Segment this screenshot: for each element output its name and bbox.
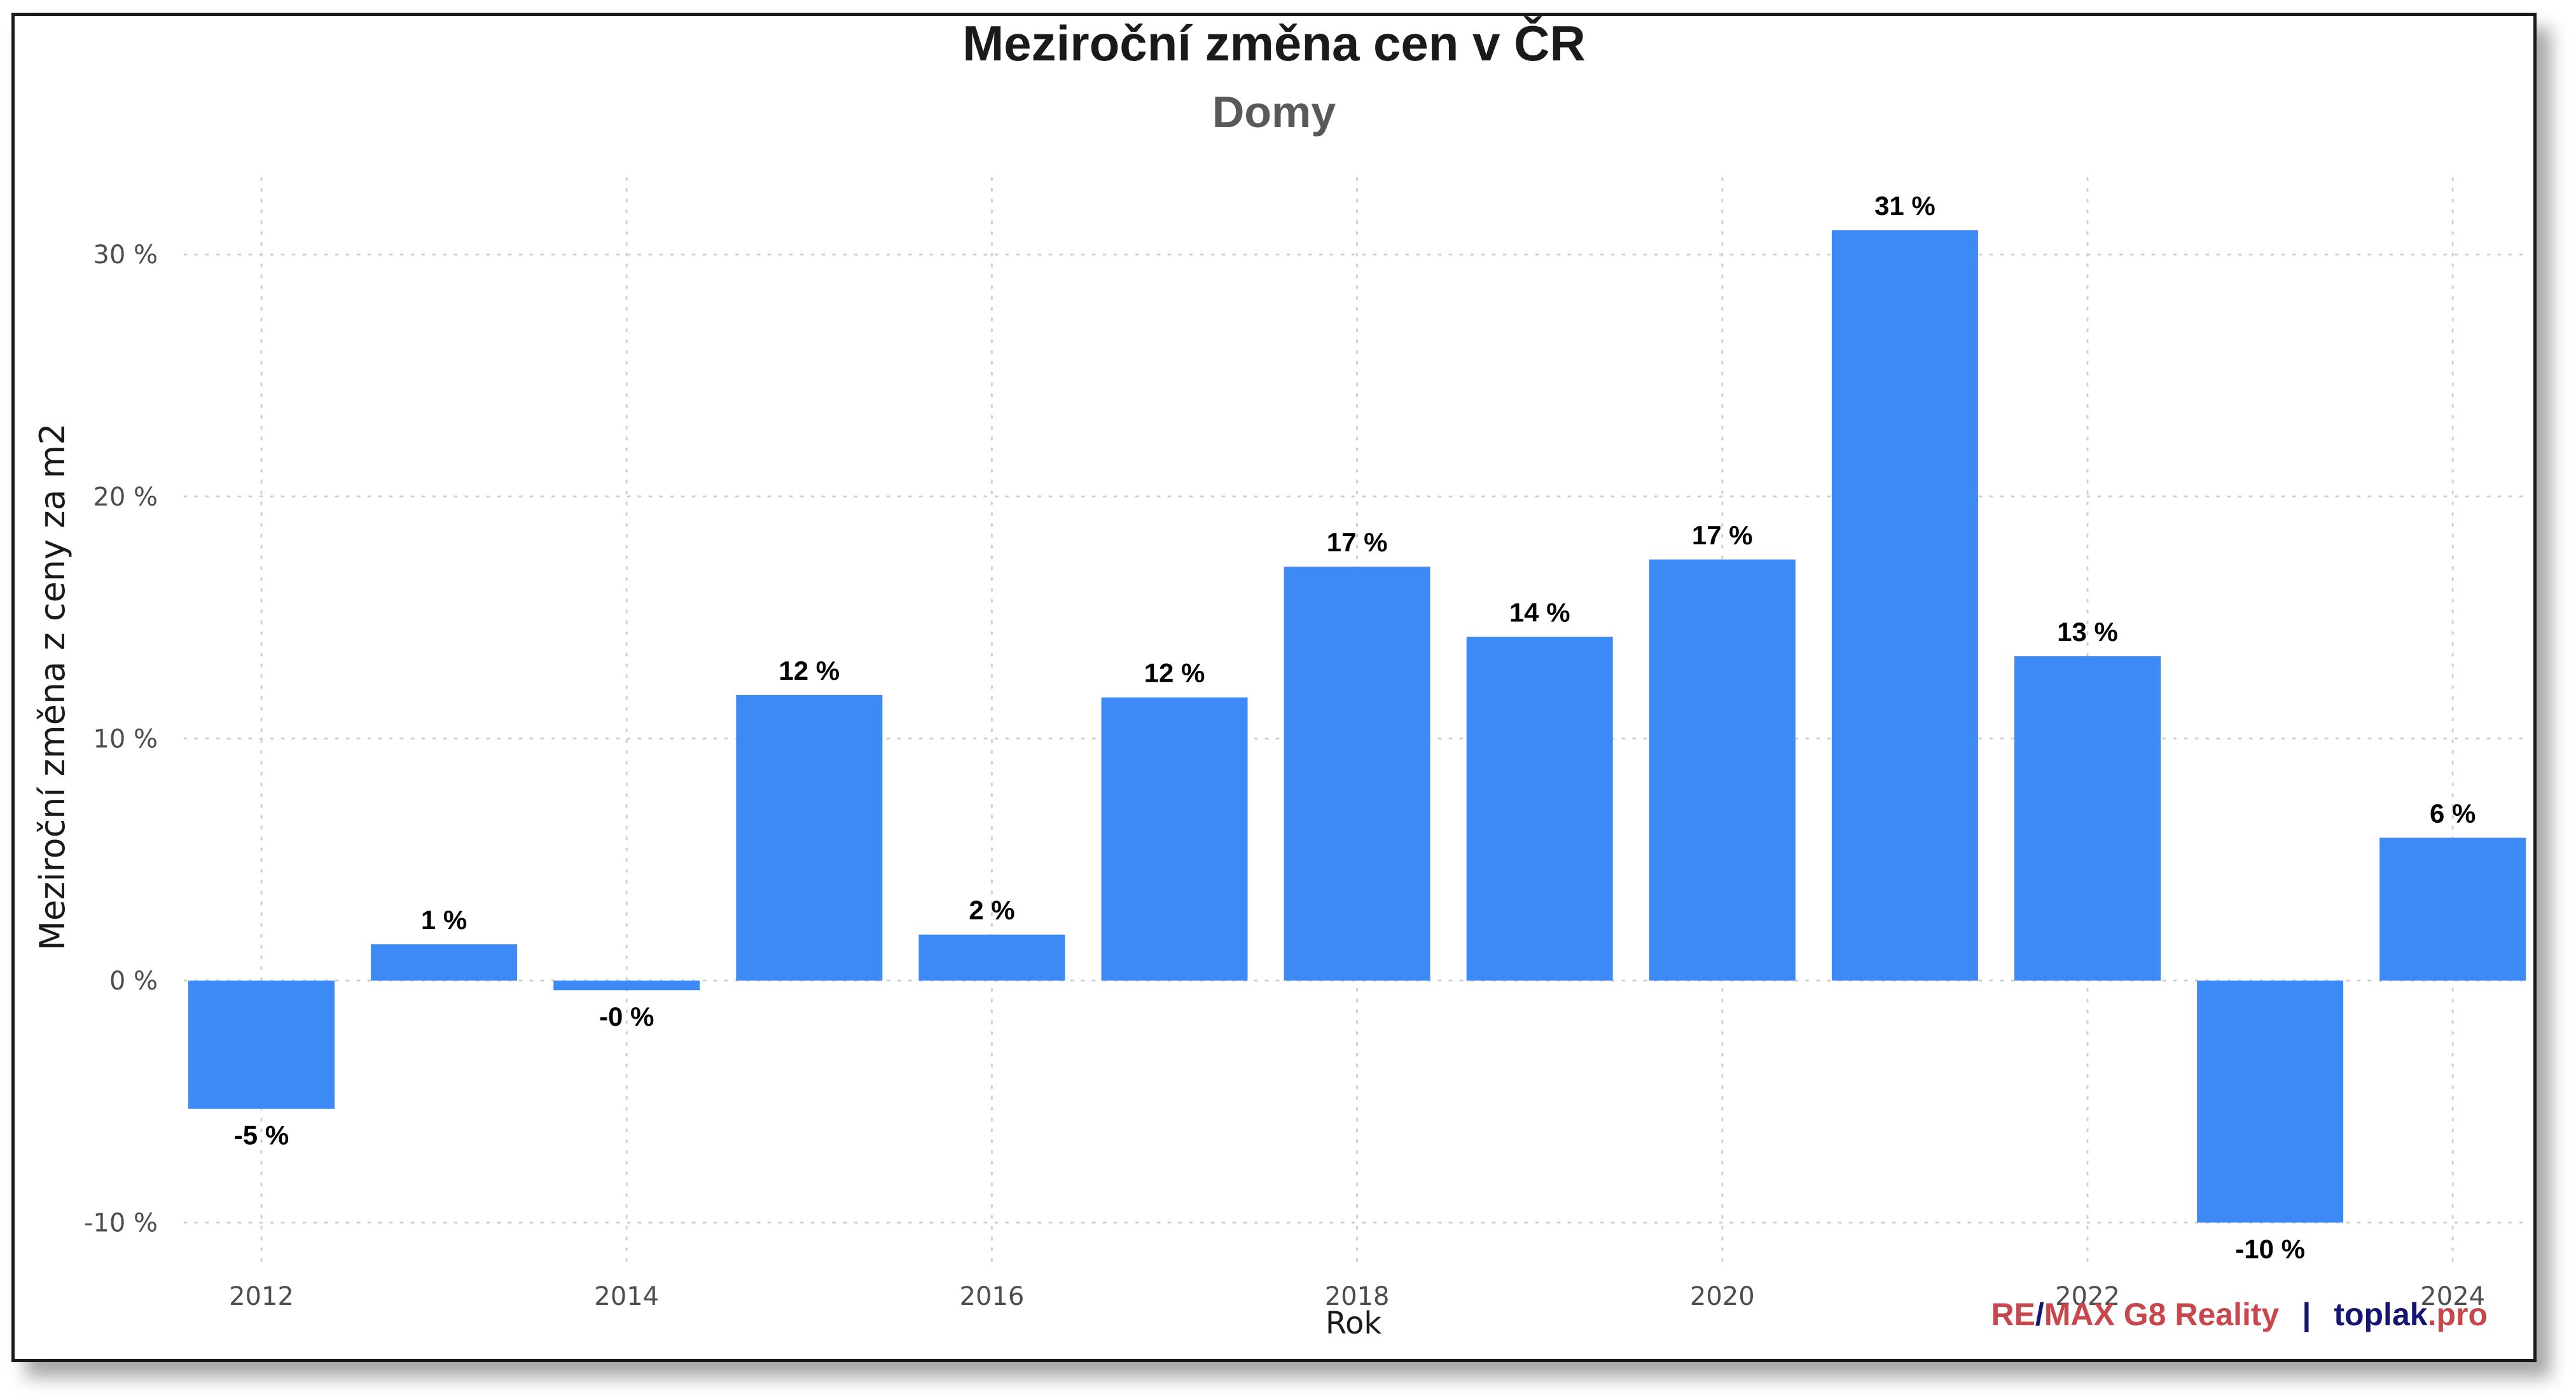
chart: -5 % 1 % -0 % 12 % 2 % 12 % 17 % 14 % 17 % 31 % 13…	[32, 16, 2528, 1341]
bar-2016	[918, 934, 1065, 981]
bar-2012	[188, 981, 335, 1109]
chart-subtitle: Domy	[1212, 87, 1336, 137]
bar-2013	[371, 944, 518, 981]
x-tick-label: 2012	[229, 1282, 294, 1311]
credit-re: RE	[1991, 1297, 2035, 1332]
bar-2023	[2197, 981, 2344, 1223]
chart-frame: -5 % 1 % -0 % 12 % 2 % 12 % 17 % 14 % 17 % 31 % 13…	[11, 13, 2537, 1362]
x-axis-title: Rok	[1326, 1306, 1382, 1341]
x-tick-label: 2022	[2055, 1282, 2120, 1311]
data-label-2022: 13 %	[2057, 617, 2118, 647]
data-label-2018: 17 %	[1327, 527, 1388, 557]
bar-2019	[1466, 637, 1613, 981]
data-label-2016: 2 %	[969, 895, 1014, 925]
credit-slash: /	[2035, 1297, 2044, 1332]
x-tick-label: 2018	[1325, 1282, 1390, 1311]
data-label-2013: 1 %	[421, 905, 467, 935]
credit-separator: |	[2302, 1297, 2311, 1333]
data-label-2024: 6 %	[2430, 798, 2476, 828]
data-label-2019: 14 %	[1509, 598, 1570, 628]
bar-2015	[736, 694, 883, 981]
data-label-2020: 17 %	[1692, 520, 1753, 550]
x-tick-label: 2014	[594, 1282, 659, 1311]
y-axis-title: Meziroční změna z ceny za m2	[32, 423, 73, 950]
y-tick-label: 0 %	[109, 967, 158, 996]
data-label-2023: -10 %	[2235, 1234, 2305, 1264]
data-label-2012: -5 %	[234, 1120, 289, 1150]
credit-toplak: toplak	[2334, 1297, 2427, 1332]
x-tick-label: 2016	[960, 1282, 1025, 1311]
bar-2014	[553, 981, 700, 991]
bar-labels: -5 % 1 % -0 % 12 % 2 % 12 % 17 % 14 % 17 % 31 % 13…	[234, 191, 2476, 1264]
data-label-2021: 31 %	[1874, 191, 1935, 221]
bar-2024	[2379, 837, 2526, 981]
credit-pro: .pro	[2428, 1297, 2488, 1332]
y-tick-label: 10 %	[93, 724, 158, 754]
bar-2021	[1831, 230, 1978, 981]
bar-2017	[1101, 697, 1248, 981]
credit-max: MAX G8 Reality	[2044, 1297, 2280, 1332]
bars	[188, 230, 2526, 1223]
y-tick-label: 30 %	[93, 240, 158, 270]
chart-title: Meziroční změna cen v ČR	[962, 16, 1586, 71]
data-label-2017: 12 %	[1144, 658, 1205, 688]
ticks: -10 % 0 % 10 % 20 % 30 % 2012 2014 2016 2018 2020…	[84, 240, 2485, 1311]
bar-2022	[2014, 656, 2161, 981]
data-label-2014: -0 %	[599, 1002, 654, 1031]
y-tick-label: -10 %	[84, 1209, 158, 1238]
y-tick-label: 20 %	[93, 483, 158, 512]
x-tick-label: 2024	[2420, 1282, 2485, 1311]
bar-2020	[1649, 559, 1796, 981]
data-label-2015: 12 %	[779, 656, 840, 686]
bar-2018	[1284, 567, 1430, 981]
x-tick-label: 2020	[1690, 1282, 1755, 1311]
credit: RE/MAX G8 Reality | toplak.pro	[1991, 1297, 2488, 1333]
